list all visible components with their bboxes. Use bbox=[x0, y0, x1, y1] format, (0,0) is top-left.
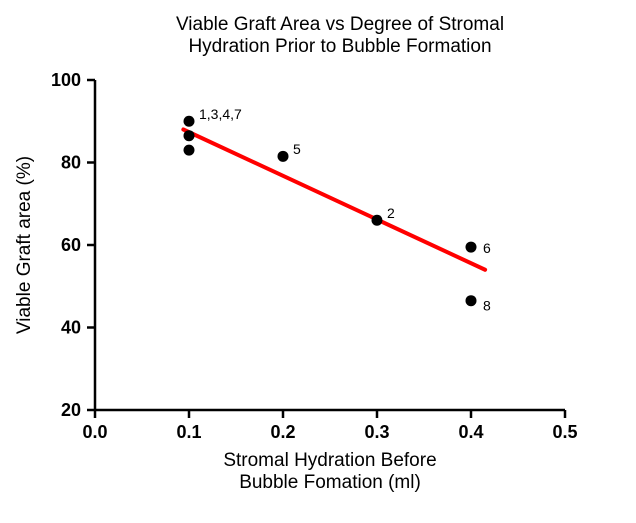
y-tick-label: 60 bbox=[61, 235, 81, 255]
y-tick-label: 20 bbox=[61, 400, 81, 420]
chart-container: 0.0 0.1 0.2 0.3 0.4 0.5 20 40 60 80 100 1,3,4,7 5 2 6 8… bbox=[0, 0, 636, 523]
data-point bbox=[184, 130, 195, 141]
data-point-label: 1,3,4,7 bbox=[199, 106, 242, 122]
y-tick-label: 40 bbox=[61, 318, 81, 338]
data-point bbox=[278, 151, 289, 162]
x-tick-label: 0.3 bbox=[364, 422, 389, 442]
x-tick-label: 0.0 bbox=[82, 422, 107, 442]
x-tick-label: 0.5 bbox=[552, 422, 577, 442]
data-point-label: 8 bbox=[483, 297, 491, 313]
data-point bbox=[184, 116, 195, 127]
data-point-label: 6 bbox=[483, 240, 491, 256]
data-point bbox=[184, 145, 195, 156]
data-point bbox=[372, 215, 383, 226]
data-point bbox=[466, 242, 477, 253]
chart-title-line1: Viable Graft Area vs Degree of Stromal bbox=[176, 14, 504, 35]
y-axis-title: Viable Graft area (%) bbox=[14, 156, 35, 334]
x-tick-label: 0.4 bbox=[458, 422, 483, 442]
x-tick-label: 0.2 bbox=[270, 422, 295, 442]
data-point-label: 2 bbox=[387, 205, 395, 221]
y-tick-label: 80 bbox=[61, 153, 81, 173]
data-point bbox=[466, 295, 477, 306]
x-tick-label: 0.1 bbox=[176, 422, 201, 442]
chart-title-line2: Hydration Prior to Bubble Formation bbox=[188, 36, 491, 57]
x-axis-title-line1: Stromal Hydration Before bbox=[223, 450, 436, 471]
data-point-label: 5 bbox=[293, 141, 301, 157]
x-axis-title-line2: Bubble Fomation (ml) bbox=[239, 472, 421, 493]
scatter-chart: 0.0 0.1 0.2 0.3 0.4 0.5 20 40 60 80 100 1,3,4,7 5 2 6 8… bbox=[0, 0, 636, 523]
y-tick-label: 100 bbox=[51, 70, 81, 90]
